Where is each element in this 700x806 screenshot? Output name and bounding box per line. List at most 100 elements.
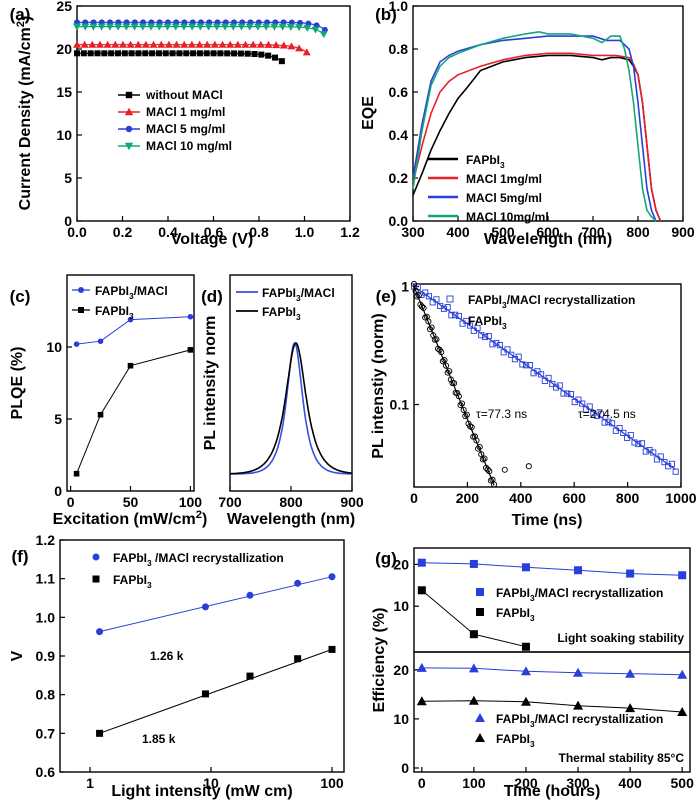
iv-marker <box>155 23 164 31</box>
x-tick-label: 500 <box>491 224 515 240</box>
iv-marker <box>279 41 288 49</box>
plqe-marker <box>187 313 194 320</box>
x-axis-label: Voltage (V) <box>171 231 253 248</box>
decay-point <box>627 432 634 439</box>
decay-point <box>468 424 475 431</box>
voc-point <box>294 579 302 587</box>
x-tick-label: 800 <box>626 224 650 240</box>
voc-point <box>96 729 104 737</box>
decay-point <box>501 466 508 473</box>
iv-marker <box>262 23 271 31</box>
label-part: FAPbI <box>496 712 530 726</box>
plqe-marker <box>127 316 134 323</box>
label-part: 3 <box>296 312 301 322</box>
decay-point <box>410 280 418 288</box>
decay-point <box>609 420 616 427</box>
x-tick-label: 0.0 <box>67 224 87 240</box>
decay-point <box>534 368 541 375</box>
iv-marker <box>169 50 176 57</box>
label-part: 3 <box>296 293 301 303</box>
decay-point <box>620 429 627 436</box>
decay-point <box>415 292 422 299</box>
y-tick-label: 5 <box>54 411 62 427</box>
iv-marker <box>155 50 162 57</box>
iv-marker <box>111 40 120 48</box>
x-tick-label: 0.2 <box>113 224 133 240</box>
x-tick-label: 0 <box>410 490 418 506</box>
decay-point <box>556 382 563 389</box>
efficiency-marker <box>574 566 583 575</box>
y-axis-label: V <box>9 650 26 661</box>
efficiency-marker <box>416 662 427 672</box>
iv-marker <box>172 40 181 48</box>
decay-point <box>489 341 496 348</box>
iv-marker <box>245 23 254 31</box>
iv-marker <box>180 40 189 48</box>
eqe-curve <box>412 52 662 222</box>
decay-point <box>504 346 511 353</box>
decay-point <box>560 390 567 397</box>
plqe-marker <box>187 347 194 353</box>
panel-b: 300 400 500 600 700 800 900 0.0 0.2 0.4 0.6 0.8 1.0 F… <box>360 0 695 248</box>
y-tick-label: 20 <box>56 41 72 57</box>
decay-point <box>448 312 455 319</box>
y-tick-label: 1.0 <box>389 0 409 14</box>
decay-point <box>586 403 593 410</box>
decay-point <box>452 311 459 318</box>
legend-label: FAPbI3/MACl recrystallization <box>468 293 635 310</box>
iv-marker <box>73 40 81 48</box>
label-part: FAPbI <box>466 153 500 167</box>
y-tick-label: 10 <box>393 598 409 614</box>
y-axis-label: EQE <box>360 96 377 130</box>
legend-marker <box>125 125 133 133</box>
iv-marker <box>218 40 227 48</box>
iv-marker <box>221 23 230 31</box>
label-part: FAPbI <box>95 284 129 298</box>
iv-marker <box>195 40 204 48</box>
label-part: MACl 5mg/ml <box>466 191 542 205</box>
decay-point <box>635 440 642 448</box>
label-part: /MACl <box>301 286 335 300</box>
label-part: /MACl recrystallization <box>152 551 284 565</box>
efficiency-line <box>421 700 683 713</box>
panel-label: (e) <box>376 287 397 306</box>
panel-label: (g) <box>375 549 397 568</box>
x-tick-label: 900 <box>671 224 695 240</box>
decay-point <box>549 381 556 388</box>
decay-point <box>442 362 450 369</box>
y-tick-label: 0.4 <box>389 127 409 143</box>
decay-point <box>450 380 458 387</box>
iv-marker <box>295 44 304 52</box>
iv-marker <box>196 23 205 31</box>
label-part: 3 <box>530 593 535 603</box>
x-tick-label: 0.8 <box>249 224 269 240</box>
panel-label: (f) <box>12 547 29 566</box>
label-part: FAPbI <box>496 586 530 600</box>
voc-point <box>294 655 302 663</box>
iv-marker <box>203 40 212 48</box>
iv-marker <box>187 40 196 48</box>
iv-marker <box>135 50 142 57</box>
y-tick-label: 0.1 <box>390 397 410 413</box>
iv-marker <box>226 40 235 48</box>
iv-marker <box>130 23 139 31</box>
label-part: FAPbI <box>113 551 147 565</box>
decay-point <box>538 371 545 378</box>
efficiency-marker <box>416 696 427 706</box>
label-part: MACl 10mg/ml <box>466 210 549 224</box>
label-part: 3 <box>500 160 505 170</box>
y-tick-label: 5 <box>64 170 72 186</box>
legend-marker <box>92 575 100 583</box>
x-tick-label: 0 <box>67 494 75 510</box>
y-axis-label: Efficiency (%) <box>371 608 388 713</box>
decay-point <box>657 453 664 460</box>
decay-point <box>467 322 474 329</box>
legend-marker <box>92 553 100 561</box>
decay-point <box>481 333 489 341</box>
iv-marker <box>237 50 244 57</box>
legend-label: without MACl <box>145 88 223 102</box>
fit-annotation: τ=77.3 ns <box>476 407 527 421</box>
legend-marker <box>475 713 485 722</box>
y-tick-label: 0.9 <box>36 648 56 664</box>
